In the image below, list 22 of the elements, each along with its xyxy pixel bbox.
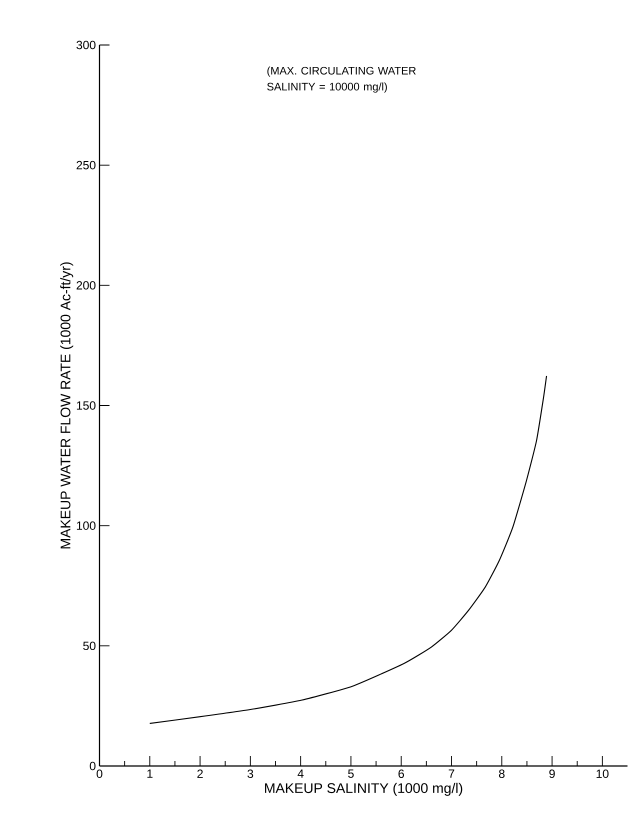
y-tick-label: 200 <box>76 281 96 290</box>
y-tick-label: 150 <box>76 401 96 410</box>
y-tick-label: 300 <box>76 40 96 50</box>
x-tick-label: 6 <box>398 770 404 778</box>
y-axis-title: MAKEUP WATER FLOW RATE (1000 Ac-ft/yr) <box>60 262 74 548</box>
annotation: (MAX. CIRCULATING WATER SALINITY = 10000 mg/l) <box>267 66 416 93</box>
x-tick-label: 9 <box>549 770 555 778</box>
x-tick-label: 3 <box>247 770 254 778</box>
x-tick-label: 1 <box>147 770 153 778</box>
y-tick-label: 0 <box>90 762 96 770</box>
x-tick-label: 4 <box>298 770 304 778</box>
line-series <box>149 375 548 724</box>
x-tick-label: 0 <box>96 770 102 778</box>
x-tick-label: 5 <box>348 770 354 778</box>
x-tick-label: 10 <box>596 770 609 778</box>
x-tick-label: 2 <box>197 770 203 778</box>
x-tick-label: 7 <box>448 770 454 778</box>
y-tick-label: 100 <box>76 521 96 530</box>
x-tick-label: 8 <box>498 770 505 778</box>
x-axis-title: MAKEUP SALINITY (1000 mg/l) <box>265 782 462 796</box>
y-tick-label: 50 <box>83 642 96 650</box>
y-tick-label: 250 <box>76 160 96 170</box>
